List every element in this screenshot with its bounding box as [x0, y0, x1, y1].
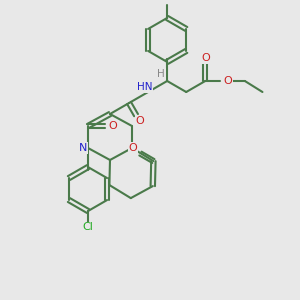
Text: O: O: [136, 116, 144, 126]
Text: O: O: [224, 76, 233, 86]
Text: H: H: [157, 69, 165, 79]
Text: O: O: [201, 53, 210, 63]
Text: O: O: [109, 121, 117, 131]
Text: O: O: [129, 143, 137, 153]
Text: N: N: [79, 143, 87, 153]
Text: HN: HN: [137, 82, 153, 92]
Text: Cl: Cl: [82, 223, 93, 232]
